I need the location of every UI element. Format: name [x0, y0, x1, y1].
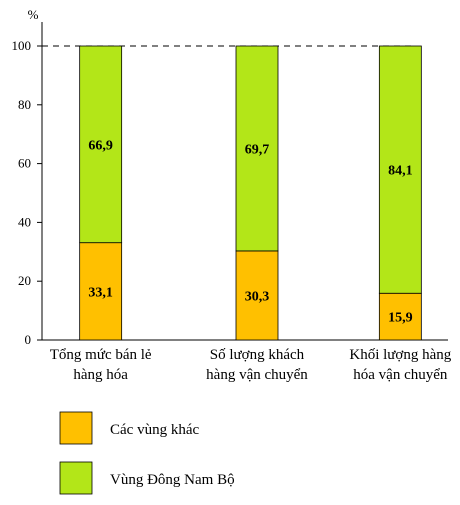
y-tick-label: 80: [18, 97, 31, 112]
category-label: hàng vận chuyển: [206, 367, 308, 383]
y-tick-label: 100: [12, 38, 32, 53]
data-label: 66,9: [88, 138, 113, 153]
category-labels: Tổng mức bán lẻ hàng hóa Số lượng khách hàn…: [50, 347, 452, 383]
category-label: Tổng mức bán lẻ: [50, 347, 152, 363]
legend-label: Các vùng khác: [110, 422, 199, 438]
y-axis-unit: %: [28, 7, 39, 22]
legend-swatch: [59, 461, 93, 495]
y-tick-label: 20: [18, 273, 31, 288]
category-label: Số lượng khách: [210, 347, 305, 363]
bar-segment: [79, 45, 123, 244]
data-label: 33,1: [88, 285, 113, 300]
bar-segment: [235, 250, 279, 341]
bars: 33,1 66,9 30,3 69,7 15,9 84,1: [79, 45, 422, 341]
legend-swatch: [59, 411, 93, 445]
legend: Các vùng khác Vùng Đông Nam Bộ: [59, 411, 235, 495]
data-label: 30,3: [245, 289, 270, 304]
category-label: hàng hóa: [73, 367, 128, 383]
data-label: 15,9: [388, 311, 413, 326]
y-tick-label: 40: [18, 214, 31, 229]
y-ticks: 0 20 40 60 80 100: [12, 38, 42, 347]
category-label: hóa vận chuyển: [353, 367, 448, 383]
bar-segment: [378, 45, 422, 294]
bar-segment: [378, 292, 422, 341]
data-label: 84,1: [388, 164, 413, 179]
y-tick-label: 0: [25, 332, 32, 347]
legend-label: Vùng Đông Nam Bộ: [110, 472, 235, 488]
y-tick-label: 60: [18, 156, 31, 171]
category-label: Khối lượng hàng: [349, 347, 451, 363]
bar-segment: [235, 45, 279, 252]
data-label: 69,7: [245, 142, 270, 157]
